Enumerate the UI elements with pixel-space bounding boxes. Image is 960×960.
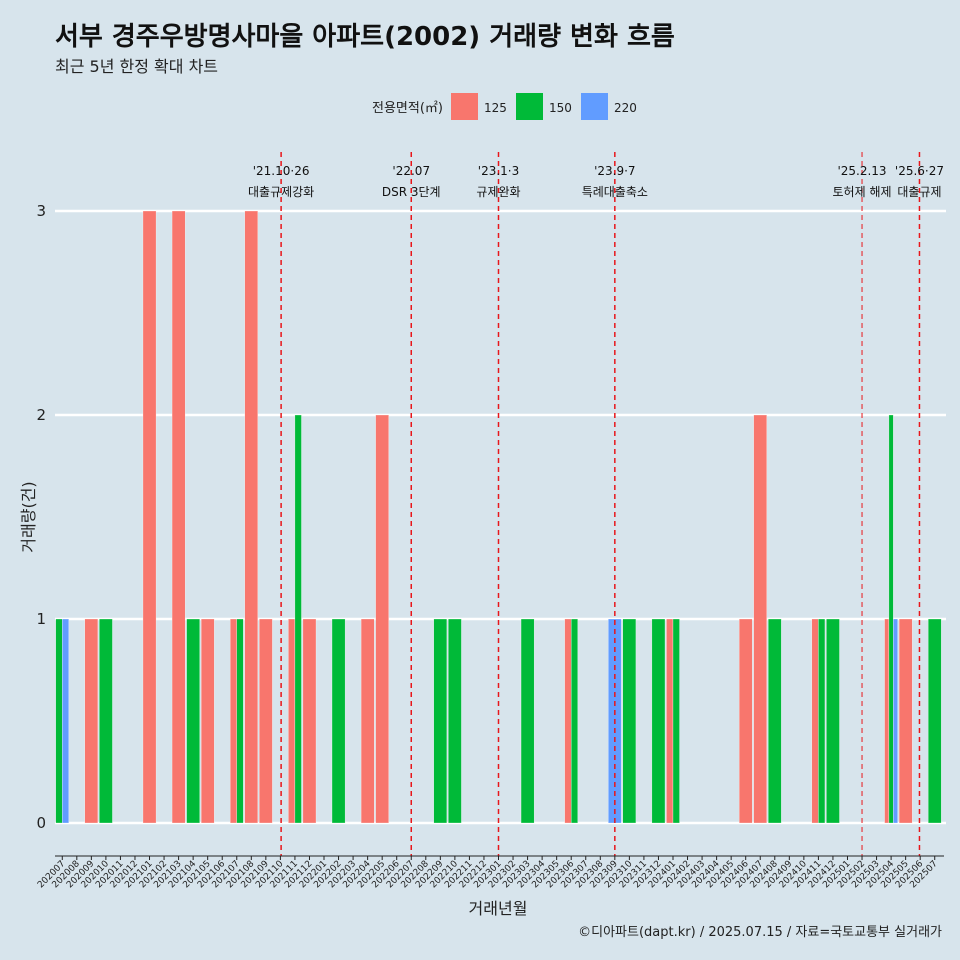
event-label: 대출규제 bbox=[897, 185, 941, 199]
bar-150-202209 bbox=[433, 618, 448, 824]
bar-125-202406 bbox=[739, 618, 753, 824]
bar-150-202412 bbox=[826, 618, 840, 824]
bar-150-202408 bbox=[768, 618, 782, 824]
legend-title: 전용면적(㎡) bbox=[372, 101, 443, 116]
bar-150-202010 bbox=[99, 618, 113, 824]
bar-125-202111 bbox=[288, 618, 296, 824]
legend-label-150: 150 bbox=[549, 101, 572, 115]
y-tick-label: 3 bbox=[36, 202, 46, 220]
event-label: 규제완화 bbox=[476, 185, 520, 199]
bar-125-202411 bbox=[811, 618, 819, 824]
bar-125-202109 bbox=[259, 618, 273, 824]
bar-125-202103 bbox=[171, 210, 186, 824]
bar-125-202105 bbox=[200, 618, 215, 824]
event-label: 특례대출축소 bbox=[582, 185, 648, 199]
x-axis-label: 거래년월 bbox=[469, 899, 528, 918]
bar-150-202303 bbox=[520, 618, 535, 824]
bar-150-202111 bbox=[294, 414, 302, 824]
bar-125-202204 bbox=[360, 618, 375, 824]
event-date: '25.2.13 bbox=[837, 164, 886, 178]
source-caption: ©디아파트(dapt.kr) / 2025.07.15 / 자료=국토교통부 실… bbox=[578, 925, 942, 940]
event-label: 대출규제강화 bbox=[248, 185, 314, 199]
bar-125-202205 bbox=[375, 414, 389, 824]
bar-150-202411 bbox=[818, 618, 826, 824]
chart-title: 서부 경주우방명사마을 아파트(2002) 거래량 변화 흐름 bbox=[55, 22, 675, 52]
event-date: '22.07 bbox=[392, 164, 430, 178]
bar-150-202104 bbox=[186, 618, 200, 824]
event-date: '21.10·26 bbox=[253, 164, 310, 178]
bar-125-202407 bbox=[753, 414, 767, 824]
bar-150-202007 bbox=[55, 618, 63, 824]
bar-125-202101 bbox=[142, 210, 157, 824]
legend-label-125: 125 bbox=[484, 101, 507, 115]
bar-150-202107 bbox=[236, 618, 244, 824]
legend-swatch-220 bbox=[581, 93, 608, 120]
bar-150-202401 bbox=[672, 618, 680, 824]
bar-125-202108 bbox=[244, 210, 258, 824]
legend-label-220: 220 bbox=[614, 101, 637, 115]
bar-125-202107 bbox=[230, 618, 237, 824]
bar-125-202504 bbox=[884, 618, 890, 824]
event-date: '23.9·7 bbox=[594, 164, 635, 178]
event-markers: '21.10·26 대출규제강화 '22.07 DSR 3단계 '23.1·3 규제완화 '… bbox=[248, 152, 944, 856]
bar-150-202210 bbox=[448, 618, 462, 824]
y-tick-label: 1 bbox=[36, 610, 46, 628]
event-date: '25.6·27 bbox=[895, 164, 944, 178]
bar-150-202306 bbox=[571, 618, 578, 824]
y-tick-label: 2 bbox=[36, 406, 46, 424]
event-date: '23.1·3 bbox=[478, 164, 519, 178]
bar-150-202202 bbox=[331, 618, 346, 824]
y-axis: 0 1 2 3 bbox=[36, 202, 46, 832]
bar-150-202504 bbox=[888, 414, 894, 824]
event-label: DSR 3단계 bbox=[382, 185, 441, 199]
bar-150-202507 bbox=[928, 618, 942, 824]
legend-swatch-150 bbox=[516, 93, 543, 120]
bar-220-202007 bbox=[62, 618, 69, 824]
bar-125-202112 bbox=[302, 618, 317, 824]
bar-150-202312 bbox=[651, 618, 666, 824]
bar-220-202504 bbox=[893, 618, 898, 824]
bar-125-202401 bbox=[666, 618, 674, 824]
chart-subtitle: 최근 5년 한정 확대 차트 bbox=[55, 57, 219, 76]
y-tick-label: 0 bbox=[36, 814, 46, 832]
bar-125-202306 bbox=[564, 618, 572, 824]
bar-125-202505 bbox=[898, 618, 913, 824]
x-axis: 2020072020082020092020102020112020122021… bbox=[36, 855, 944, 890]
event-label: 토허제 해제 bbox=[833, 185, 892, 199]
bar-150-202310 bbox=[622, 618, 637, 824]
bars bbox=[55, 210, 942, 824]
legend: 전용면적(㎡) 125 150 220 bbox=[372, 93, 637, 120]
legend-swatch-125 bbox=[451, 93, 478, 120]
y-axis-label: 거래량(건) bbox=[19, 481, 38, 552]
bar-125-202009 bbox=[84, 618, 99, 824]
